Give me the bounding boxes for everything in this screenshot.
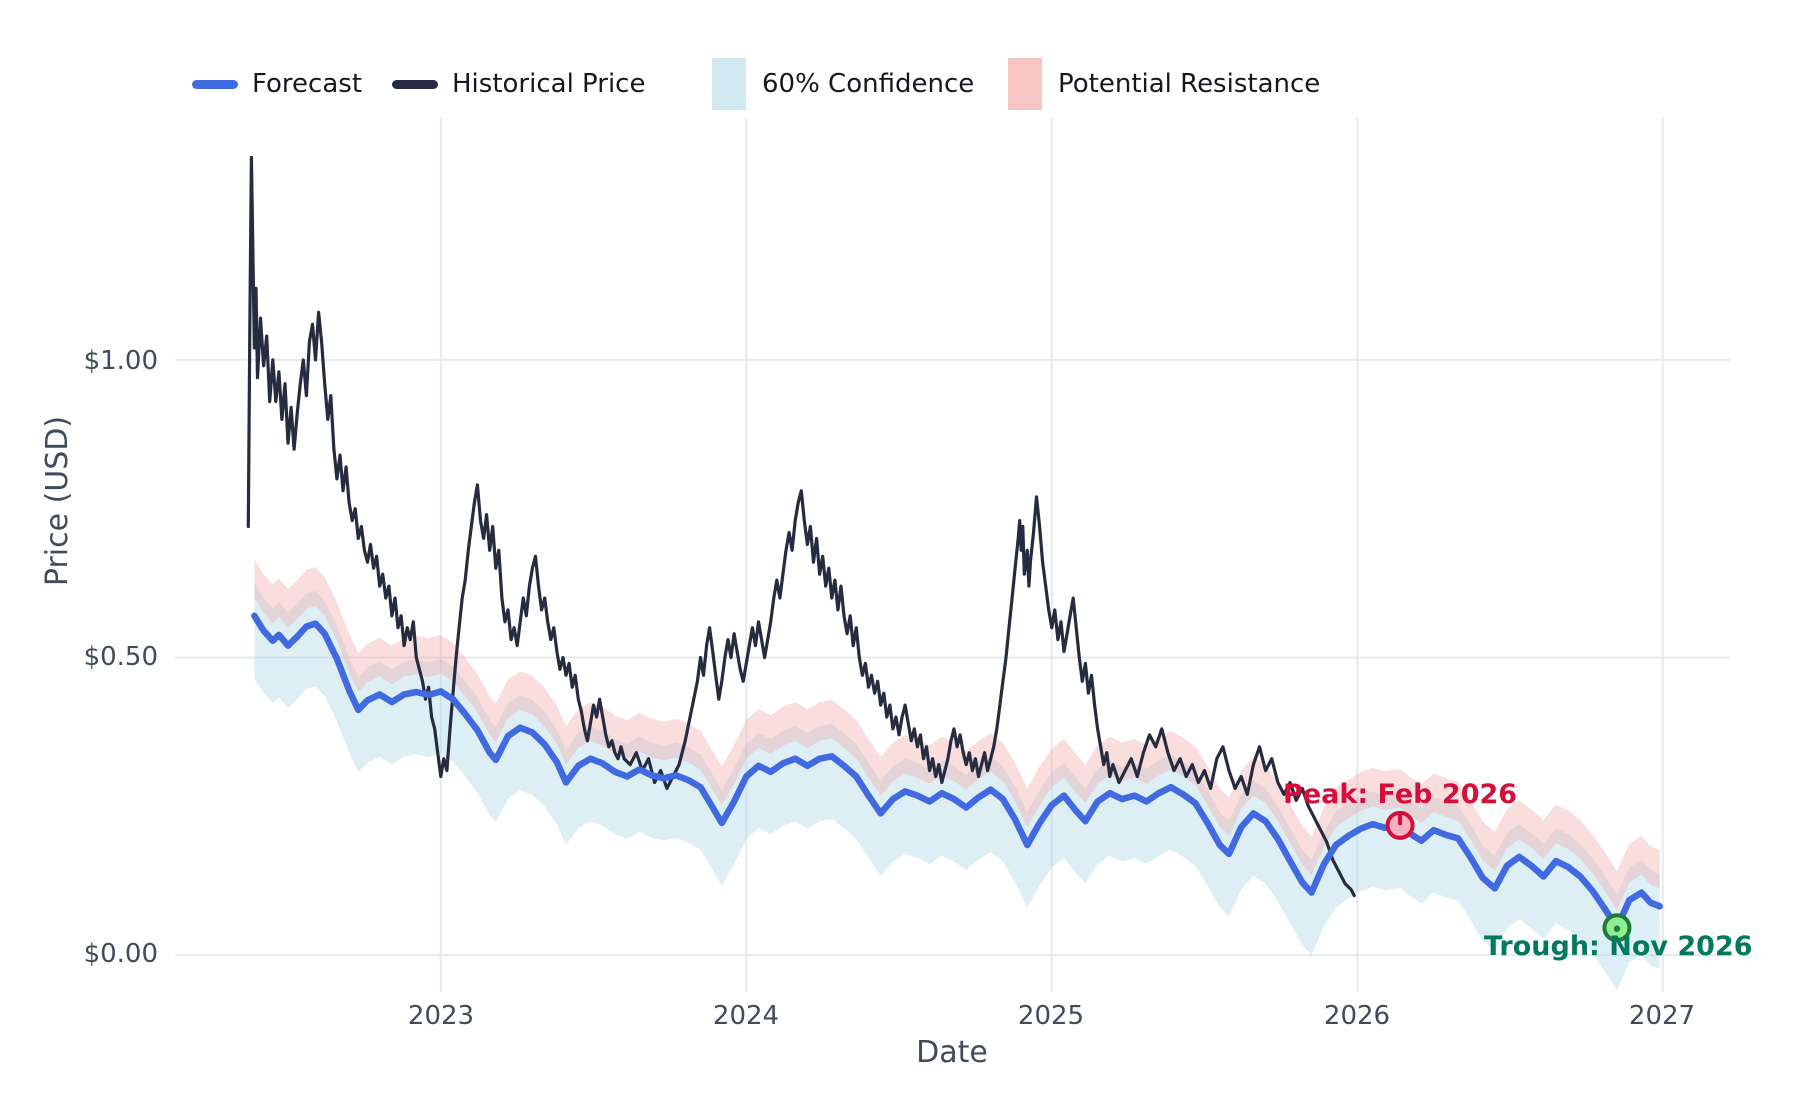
x-tick-2025: 2025 [1017, 1001, 1085, 1031]
y-tick-050: $0.50 [83, 642, 158, 672]
legend-item-confidence[interactable]: 60% Confidence [712, 58, 974, 110]
legend-item-historical-price[interactable]: Historical Price [392, 58, 645, 110]
legend-label: 60% Confidence [762, 69, 975, 99]
forecast-line-swatch [192, 79, 238, 89]
x-tick-2024: 2024 [712, 1001, 780, 1031]
resistance-patch-swatch [1008, 58, 1042, 110]
y-tick-0: $0.00 [83, 939, 158, 969]
legend-label: Historical Price [452, 69, 646, 99]
y-tick-100: $1.00 [83, 346, 158, 376]
x-tick-2023: 2023 [407, 1001, 475, 1031]
confidence-patch-swatch [712, 58, 746, 110]
x-tick-2027: 2027 [1628, 1001, 1696, 1031]
legend-item-resistance[interactable]: Potential Resistance [1008, 58, 1320, 110]
trough-annotation: Trough: Nov 2026 [1483, 930, 1753, 962]
annotation-markers [1385, 810, 1632, 943]
peak-annotation: Peak: Feb 2026 [1283, 779, 1518, 811]
legend-label: Forecast [252, 69, 363, 99]
x-axis-title: Date [916, 1035, 988, 1070]
legend-label: Potential Resistance [1058, 69, 1321, 99]
legend: Forecast Historical Price 60% Confidence… [0, 58, 1800, 110]
x-tick-2026: 2026 [1323, 1001, 1391, 1031]
gridlines [175, 118, 1730, 992]
price-lines [246, 155, 1663, 931]
forecast-bands [254, 559, 1660, 991]
y-axis-title: Price (USD) [40, 415, 75, 587]
legend-item-forecast[interactable]: Forecast [192, 58, 362, 110]
historical-line-swatch [392, 79, 438, 89]
